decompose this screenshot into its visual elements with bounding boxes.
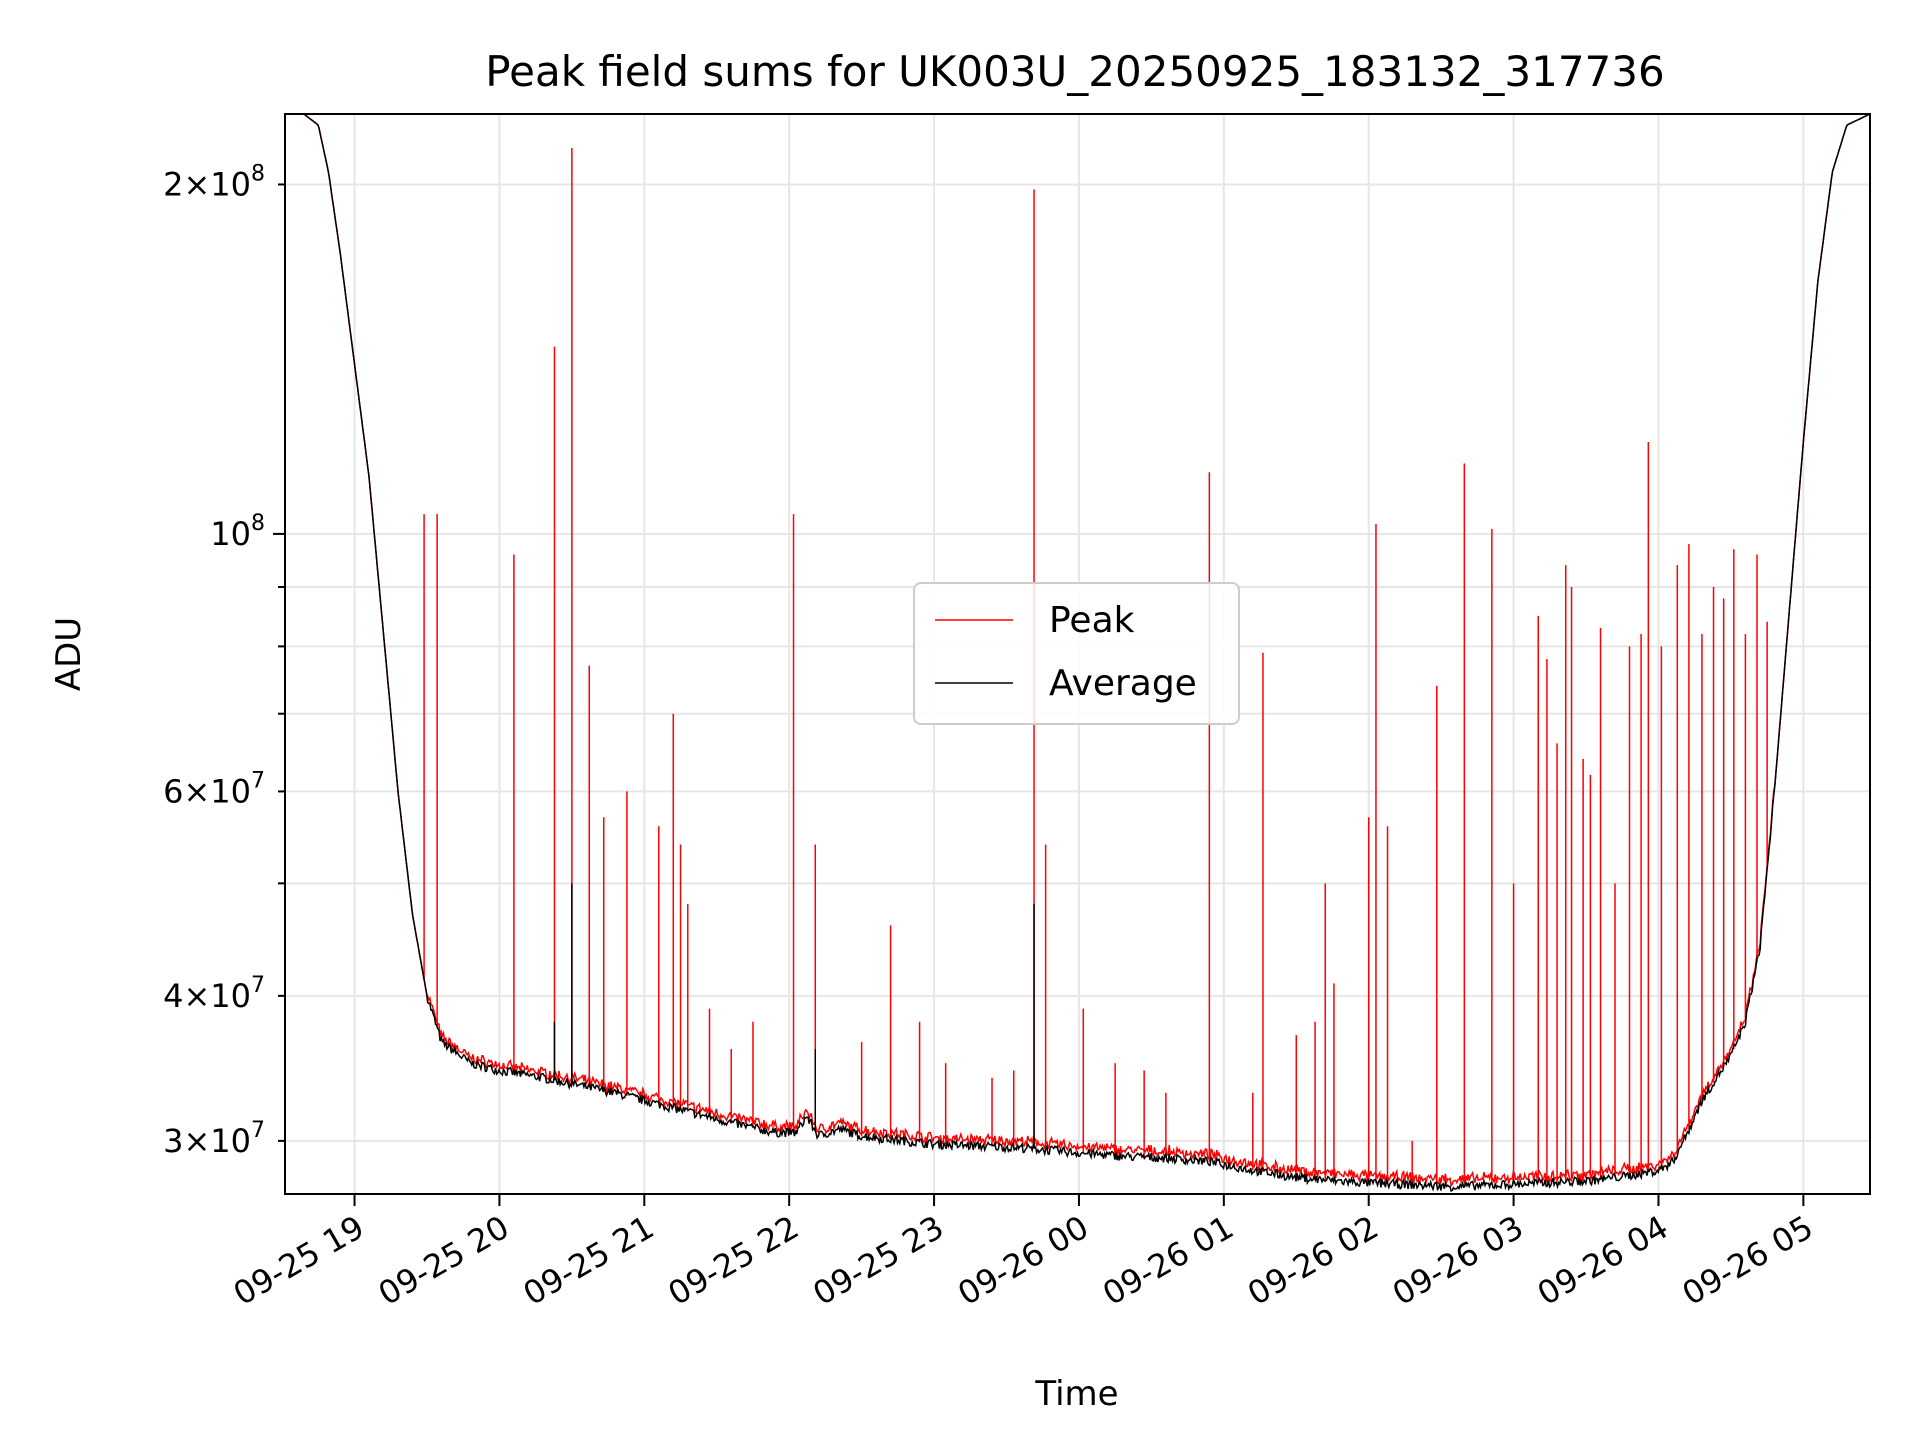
- y-tick-label: 6×107: [163, 768, 265, 810]
- y-axis-label: ADU: [49, 617, 89, 691]
- legend: Peak Average: [913, 582, 1240, 725]
- y-tick-label: 108: [210, 511, 265, 553]
- x-axis-label: Time: [1034, 1374, 1118, 1414]
- legend-average-label: Average: [1049, 663, 1197, 704]
- legend-box: [913, 582, 1240, 725]
- y-axis: 108 3×107 4×107 6×107 2×108: [163, 161, 285, 1160]
- y-tick-label: 2×108: [163, 161, 265, 203]
- y-tick-label: 3×107: [163, 1118, 265, 1160]
- x-tick-label: 09-26 02: [1241, 1208, 1385, 1313]
- x-tick-label: 09-25 19: [227, 1208, 371, 1313]
- x-tick-label: 09-25 23: [806, 1208, 950, 1313]
- x-tick-label: 09-26 01: [1096, 1208, 1240, 1313]
- x-tick-label: 09-26 00: [951, 1208, 1095, 1313]
- x-tick-label: 09-26 03: [1386, 1208, 1530, 1313]
- peak-series-line: [285, 114, 1870, 1188]
- x-tick-label: 09-26 05: [1676, 1208, 1820, 1313]
- chart-title: Peak field sums for UK003U_20250925_1831…: [485, 47, 1664, 96]
- x-tick-label: 09-26 04: [1531, 1208, 1675, 1313]
- x-axis: 09-25 19 09-25 20 09-25 21 09-25 22 09-25 23…: [227, 1194, 1819, 1313]
- series-layer: [285, 114, 1870, 1192]
- average-series-line: [285, 114, 1870, 1192]
- y-tick-label: 4×107: [163, 973, 265, 1015]
- plot-frame: [284, 113, 1871, 1195]
- x-tick-label: 09-25 20: [372, 1208, 516, 1313]
- x-tick-label: 09-25 21: [517, 1208, 661, 1313]
- x-tick-label: 09-25 22: [662, 1208, 806, 1313]
- legend-peak-label: Peak: [1049, 600, 1135, 641]
